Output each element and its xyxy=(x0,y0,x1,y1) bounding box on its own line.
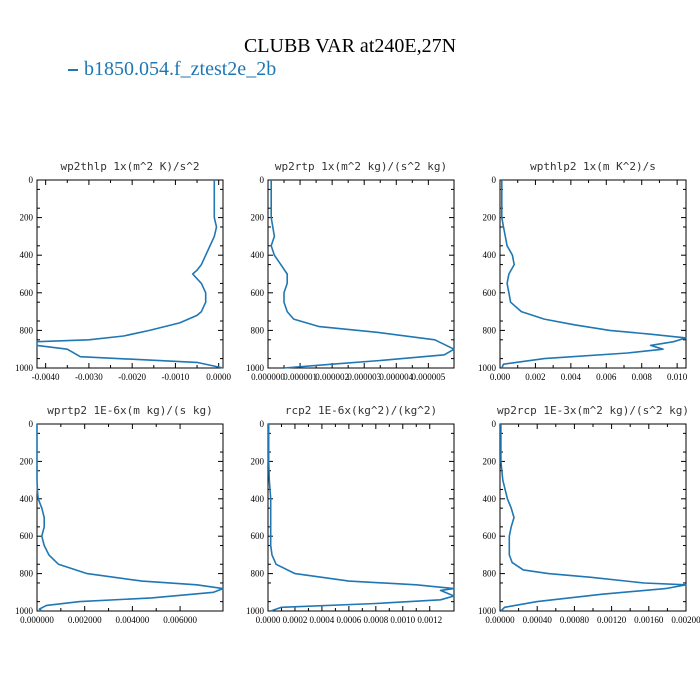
y-tick-label: 0 xyxy=(492,175,497,185)
x-tick-label: 0.000001 xyxy=(283,372,317,382)
y-tick-label: 200 xyxy=(483,456,497,466)
series-line-1 xyxy=(500,424,687,612)
y-tick-label: 1000 xyxy=(246,363,265,373)
y-tick-label: 1000 xyxy=(15,606,34,616)
series-line-1 xyxy=(36,424,224,612)
legend-swatch xyxy=(68,69,78,72)
x-tick-label: 0.008 xyxy=(632,372,653,382)
y-tick-label: 0 xyxy=(492,419,497,429)
x-tick-label: -0.0040 xyxy=(32,372,60,382)
legend: b1850.054.f_ztest2e_2b xyxy=(68,58,276,81)
plot-frame xyxy=(267,423,455,612)
y-tick-label: 800 xyxy=(251,569,265,579)
y-tick-label: 600 xyxy=(20,531,34,541)
x-tick-label: 0.000003 xyxy=(347,372,381,382)
y-tick-label: 600 xyxy=(251,288,265,298)
legend-label: b1850.054.f_ztest2e_2b xyxy=(84,58,277,80)
y-tick-label: 400 xyxy=(483,250,497,260)
x-tick-label: 0.0000 xyxy=(256,615,281,625)
y-tick-label: 1000 xyxy=(15,363,34,373)
plot-frame xyxy=(36,179,224,369)
x-tick-label: 0.006 xyxy=(596,372,617,382)
y-tick-label: 400 xyxy=(483,494,497,504)
subplot-title: wp2rtp 1x(m^2 kg)/(s^2 kg) xyxy=(275,160,447,173)
subplot-6: wp2rcp 1E-3x(m^2 kg)/(s^2 kg)0 200 400 600 8… xyxy=(478,404,700,625)
subplot-5: rcp2 1E-6x(kg^2)/(kg^2) 0 200 400 600 800 1000… xyxy=(246,404,455,625)
series-line-1 xyxy=(267,424,455,612)
subplot-2: wp2rtp 1x(m^2 kg)/(s^2 kg) 0 200 400 600 800 1… xyxy=(246,160,455,382)
y-tick-label: 600 xyxy=(251,531,265,541)
x-tick-label: 0.000000 xyxy=(20,615,54,625)
y-tick-label: 800 xyxy=(20,325,34,335)
x-tick-label: 0.0008 xyxy=(363,615,388,625)
subplot-title: wp2thlp 1x(m^2 K)/s^2 xyxy=(60,160,199,173)
y-tick-label: 0 xyxy=(29,175,34,185)
y-tick-label: 1000 xyxy=(478,606,497,616)
y-tick-label: 0 xyxy=(29,419,34,429)
x-tick-label: 0.0012 xyxy=(417,615,442,625)
x-tick-label: 0.0000 xyxy=(206,372,231,382)
subplot-title: rcp2 1E-6x(kg^2)/(kg^2) xyxy=(285,404,437,417)
figure-title: CLUBB VAR at240E,27N xyxy=(243,35,457,57)
x-tick-label: 0.000000 xyxy=(251,372,285,382)
x-tick-label: 0.0004 xyxy=(310,615,335,625)
y-tick-label: 400 xyxy=(251,250,265,260)
y-tick-label: 800 xyxy=(483,569,497,579)
subplot-1: wp2thlp 1x(m^2 K)/s^202004006008001000-0… xyxy=(15,160,232,382)
x-tick-label: 0.004000 xyxy=(116,615,150,625)
y-tick-label: 200 xyxy=(20,456,34,466)
plot-frame xyxy=(267,179,455,369)
x-tick-label: 0.00040 xyxy=(523,615,553,625)
x-tick-label: 0.00200 xyxy=(671,615,700,625)
y-tick-label: 800 xyxy=(483,325,497,335)
y-tick-label: 800 xyxy=(251,325,265,335)
x-tick-label: 0.004 xyxy=(561,372,582,382)
series-line-1 xyxy=(270,180,455,369)
y-tick-label: 400 xyxy=(20,250,34,260)
x-tick-label: -0.0030 xyxy=(75,372,103,382)
plot-frame xyxy=(36,423,224,612)
y-tick-label: 200 xyxy=(20,213,34,223)
y-tick-label: 0 xyxy=(260,175,265,185)
x-tick-label: 0.00160 xyxy=(634,615,664,625)
plot-frame xyxy=(499,179,687,369)
y-tick-label: 600 xyxy=(483,288,497,298)
x-tick-label: -0.0020 xyxy=(118,372,146,382)
y-tick-label: 1000 xyxy=(478,363,497,373)
x-tick-label: 0.010 xyxy=(667,372,688,382)
x-tick-label: 0.000004 xyxy=(379,372,413,382)
x-tick-label: -0.0010 xyxy=(162,372,190,382)
x-tick-label: 0.000005 xyxy=(411,372,445,382)
subplot-title: wprtp2 1E-6x(m kg)/(s kg) xyxy=(47,404,213,417)
x-tick-label: 0.0006 xyxy=(336,615,361,625)
y-tick-label: 200 xyxy=(483,213,497,223)
y-tick-label: 400 xyxy=(20,494,34,504)
series-line-1 xyxy=(36,180,224,369)
subplot-title: wp2rcp 1E-3x(m^2 kg)/(s^2 kg) xyxy=(497,404,689,417)
y-tick-label: 600 xyxy=(20,288,34,298)
y-tick-label: 800 xyxy=(20,569,34,579)
x-tick-label: 0.00120 xyxy=(597,615,627,625)
x-tick-label: 0.002 xyxy=(525,372,545,382)
y-tick-label: 400 xyxy=(251,494,265,504)
y-tick-label: 600 xyxy=(483,531,497,541)
y-tick-label: 0 xyxy=(260,419,265,429)
x-tick-label: 0.002000 xyxy=(68,615,102,625)
x-tick-label: 0.00080 xyxy=(560,615,590,625)
y-tick-label: 200 xyxy=(251,456,265,466)
series-line-1 xyxy=(500,180,687,369)
subplot-4: wprtp2 1E-6x(m kg)/(s kg) 0 200 400 600 800 10… xyxy=(15,404,224,625)
x-tick-label: 0.0002 xyxy=(283,615,308,625)
subplot-3: wpthlp2 1x(m K^2)/s020040060080010000.00… xyxy=(478,160,688,382)
subplot-title: wpthlp2 1x(m K^2)/s xyxy=(530,160,656,173)
y-tick-label: 1000 xyxy=(246,606,265,616)
x-tick-label: 0.00000 xyxy=(485,615,515,625)
x-tick-label: 0.000 xyxy=(490,372,511,382)
y-tick-label: 200 xyxy=(251,213,265,223)
x-tick-label: 0.0010 xyxy=(390,615,415,625)
x-tick-label: 0.006000 xyxy=(163,615,197,625)
x-tick-label: 0.000002 xyxy=(315,372,349,382)
